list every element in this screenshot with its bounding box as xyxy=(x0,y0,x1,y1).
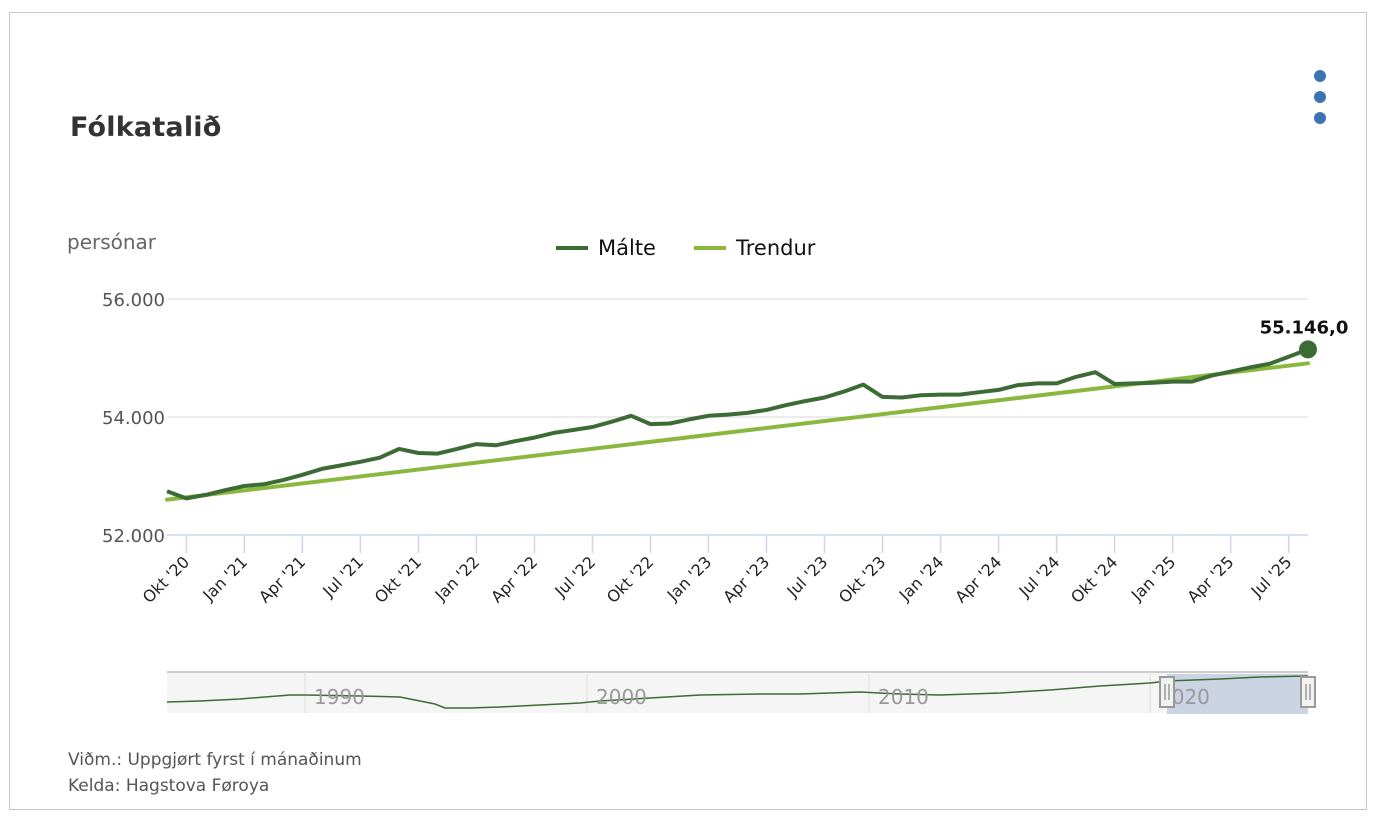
legend-swatch-malt xyxy=(556,246,588,250)
y-axis-title: persónar xyxy=(67,230,157,254)
legend: Málte Trendur xyxy=(556,234,853,262)
x-tick-label: Jul '24 xyxy=(1015,552,1064,601)
x-tick-label: Jul '25 xyxy=(1247,552,1296,601)
navigator-handle-left[interactable] xyxy=(1159,676,1175,708)
legend-item-malt[interactable]: Málte xyxy=(556,236,656,260)
footer-source: Kelda: Hagstova Føroya xyxy=(68,776,270,796)
legend-item-trendur[interactable]: Trendur xyxy=(693,236,816,260)
x-tick-label: Apr '22 xyxy=(487,552,541,606)
legend-label-trendur: Trendur xyxy=(735,236,816,260)
x-tick-label: Apr '23 xyxy=(719,552,773,606)
last-point-marker xyxy=(1299,340,1317,359)
x-tick-label: Okt '20 xyxy=(139,552,193,606)
handle-box xyxy=(1159,676,1175,708)
x-tick-label: Okt '24 xyxy=(1067,552,1121,606)
legend-label-malt: Málte xyxy=(598,236,656,260)
navigator-background xyxy=(167,672,1308,713)
x-tick-label: Okt '23 xyxy=(835,552,889,606)
navigator-series-line xyxy=(166,675,1309,709)
navigator: 1990 2000 2010 2020 xyxy=(166,671,1316,714)
navigator-year-label: 1990 xyxy=(314,685,365,709)
x-axis: Okt '20 Jan '21 Apr '21 Jul '21 Okt '21 Jan '… xyxy=(139,535,1296,607)
y-tick-label: 56.000 xyxy=(102,290,165,311)
chart-title: Fólkatalið xyxy=(70,112,222,143)
x-tick-label: Jan '21 xyxy=(198,552,251,605)
menu-dot xyxy=(1314,70,1326,82)
y-tick-label: 54.000 xyxy=(102,408,165,429)
x-tick-label: Jan '23 xyxy=(663,552,716,605)
x-tick-label: Apr '21 xyxy=(255,552,309,606)
x-tick-label: Jul '22 xyxy=(550,552,599,601)
legend-swatch-trendur xyxy=(693,246,726,250)
y-tick-label: 52.000 xyxy=(102,526,165,547)
last-point-label: 55.146,0 xyxy=(1260,317,1349,338)
x-tick-label: Apr '25 xyxy=(1183,552,1237,606)
malt-line xyxy=(166,347,1309,501)
menu-dot xyxy=(1314,91,1326,103)
y-axis-ticks: 52.000 54.000 56.000 xyxy=(102,290,165,547)
x-tick-label: Apr '24 xyxy=(951,552,1005,606)
navigator-year-label: 2010 xyxy=(878,685,929,709)
x-tick-label: Okt '21 xyxy=(371,552,425,606)
grid-lines xyxy=(167,298,1308,536)
navigator-handle-right[interactable] xyxy=(1300,676,1316,708)
x-tick-label: Jan '24 xyxy=(895,552,948,605)
menu-dot xyxy=(1314,112,1326,124)
x-tick-label: Okt '22 xyxy=(603,552,657,606)
footer-note: Viðm.: Uppgjørt fyrst í mánaðinum xyxy=(68,750,362,770)
x-tick-label: Jan '22 xyxy=(431,552,484,605)
kebab-menu-icon[interactable] xyxy=(1310,68,1330,128)
x-tick-label: Jan '25 xyxy=(1127,552,1180,605)
navigator-year-label: 2000 xyxy=(596,685,647,709)
handle-box xyxy=(1300,676,1316,708)
x-tick-label: Jul '23 xyxy=(782,552,831,601)
series-group: 55.146,0 xyxy=(165,317,1349,502)
trend-line xyxy=(165,361,1310,502)
x-tick-label: Jul '21 xyxy=(318,552,367,601)
